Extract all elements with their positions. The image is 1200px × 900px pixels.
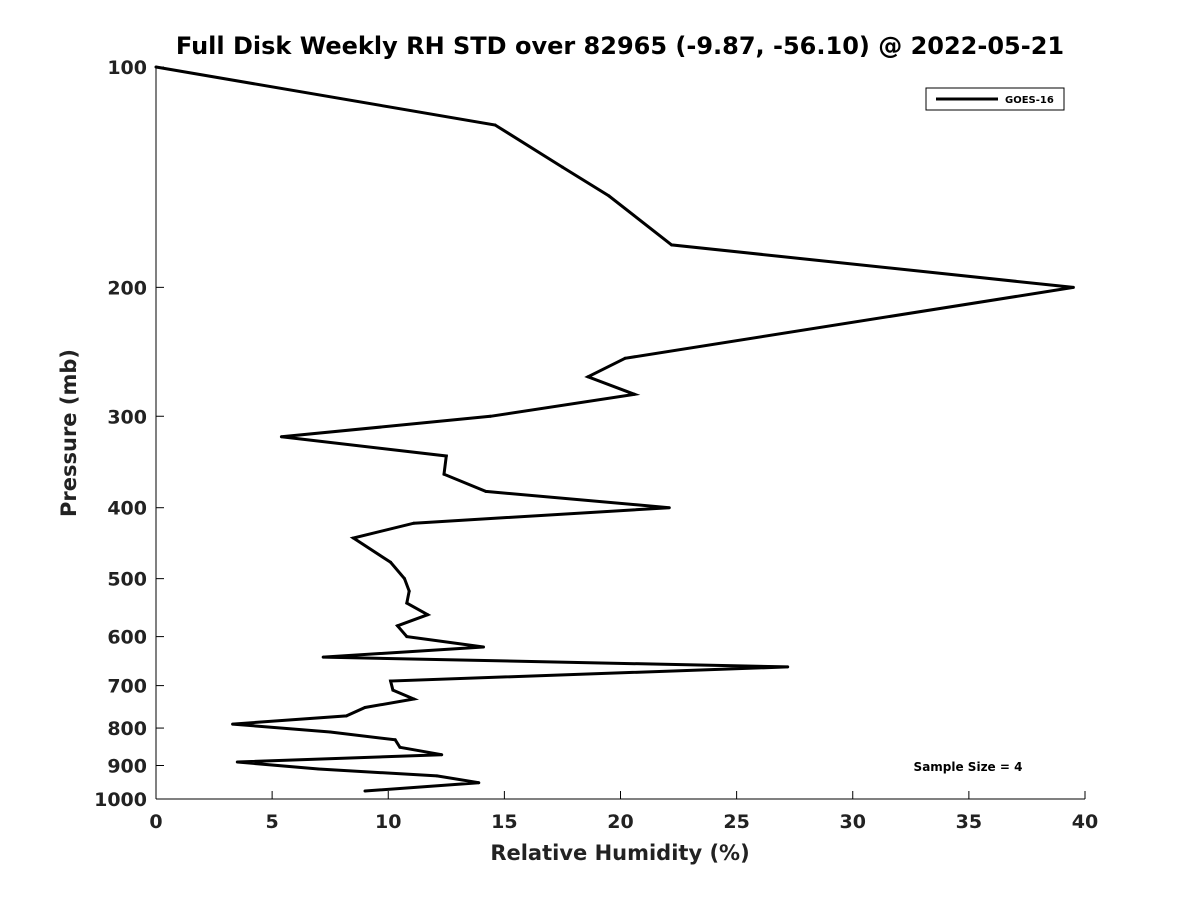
data-point (442, 472, 446, 476)
data-point (398, 745, 402, 749)
data-point (389, 560, 393, 564)
data-point (484, 489, 488, 493)
y-tick-label: 400 (107, 498, 147, 520)
data-point (407, 589, 411, 593)
data-point (344, 714, 348, 718)
data-point (586, 375, 590, 379)
data-point (154, 65, 158, 69)
series-layer (154, 65, 1075, 793)
y-axis-label: Pressure (mb) (57, 349, 81, 517)
data-point (670, 243, 674, 247)
x-tick-label: 5 (266, 811, 279, 833)
data-point (435, 774, 439, 778)
y-tick-label: 600 (107, 627, 147, 649)
data-point (440, 753, 444, 757)
data-point (231, 722, 235, 726)
x-tick-label: 30 (840, 811, 866, 833)
y-tick-label: 500 (107, 569, 147, 591)
data-point (786, 665, 790, 669)
y-tick-label: 900 (107, 756, 147, 778)
chart-title: Full Disk Weekly RH STD over 82965 (-9.8… (176, 32, 1064, 60)
data-point (426, 613, 430, 617)
data-point (632, 392, 636, 396)
data-point (493, 123, 497, 127)
data-point (482, 645, 485, 649)
data-point (235, 760, 239, 764)
data-point (403, 577, 406, 581)
data-point (389, 679, 393, 683)
x-tick-label: 25 (723, 811, 749, 833)
x-tick-label: 15 (491, 811, 517, 833)
legend-label-goes-16: GOES-16 (1005, 95, 1054, 106)
data-point (560, 165, 564, 169)
y-tick-label: 100 (107, 57, 147, 79)
data-point (317, 767, 321, 771)
data-point (328, 730, 332, 734)
data-point (477, 781, 481, 785)
data-point (405, 635, 409, 639)
data-point (351, 536, 355, 540)
data-point (393, 738, 397, 742)
data-point (405, 601, 409, 605)
x-tick-label: 0 (149, 811, 162, 833)
data-point (279, 435, 283, 439)
data-point (412, 521, 416, 525)
x-tick-label: 20 (607, 811, 633, 833)
series-line-goes-16 (155, 65, 1074, 793)
x-tick-label: 40 (1072, 811, 1098, 833)
y-tick-label: 300 (107, 406, 147, 428)
data-point (412, 697, 416, 701)
axes: 0 5 10 15 20 25 30 35 40 100 200 300 400 500 600 700 800… (94, 57, 1098, 833)
x-tick-label: 10 (375, 811, 401, 833)
data-point (391, 688, 395, 692)
y-tick-label: 200 (107, 277, 147, 299)
data-point (363, 789, 367, 793)
data-point (667, 506, 671, 510)
x-axis-label: Relative Humidity (%) (490, 841, 749, 865)
data-point (444, 454, 448, 458)
legend: GOES-16 (925, 87, 1065, 111)
data-point (396, 624, 399, 628)
data-point (363, 706, 367, 709)
x-tick-label: 35 (956, 811, 982, 833)
y-tick-label: 1000 (94, 789, 147, 811)
sample-size-annotation: Sample Size = 4 (914, 760, 1023, 774)
data-point (321, 655, 325, 659)
data-point (488, 414, 492, 418)
data-point (607, 194, 611, 198)
data-point (1071, 285, 1075, 289)
y-tick-label: 800 (107, 718, 147, 740)
data-point (623, 356, 627, 360)
y-tick-label: 700 (107, 676, 147, 698)
